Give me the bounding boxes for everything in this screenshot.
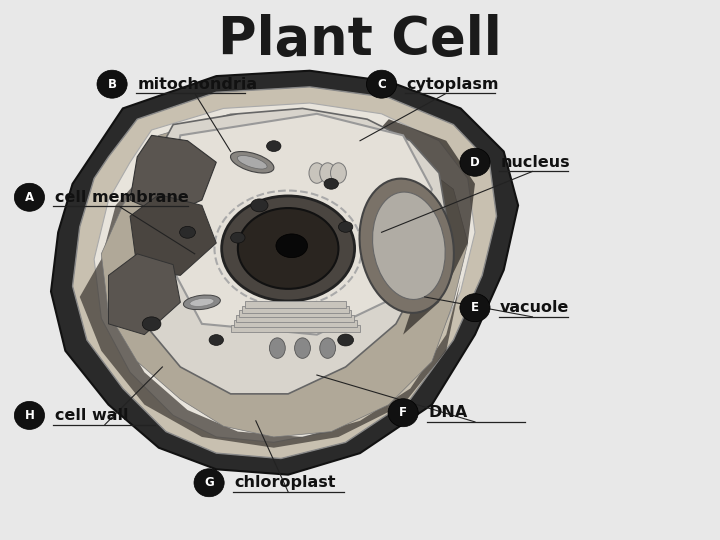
Circle shape xyxy=(179,226,195,238)
Circle shape xyxy=(209,335,223,346)
Ellipse shape xyxy=(460,148,490,176)
Ellipse shape xyxy=(184,295,220,309)
Text: vacuole: vacuole xyxy=(500,300,570,315)
Circle shape xyxy=(338,334,354,346)
Polygon shape xyxy=(245,301,346,308)
Text: cytoplasm: cytoplasm xyxy=(407,77,499,92)
Text: chloroplast: chloroplast xyxy=(234,475,336,490)
Ellipse shape xyxy=(14,401,45,429)
Ellipse shape xyxy=(294,338,310,359)
Ellipse shape xyxy=(460,294,490,322)
Ellipse shape xyxy=(366,70,397,98)
Text: mitochondria: mitochondria xyxy=(138,77,257,92)
Ellipse shape xyxy=(238,156,267,169)
Circle shape xyxy=(266,141,281,152)
Text: cell membrane: cell membrane xyxy=(55,190,189,205)
Ellipse shape xyxy=(14,183,45,211)
Text: E: E xyxy=(471,301,479,314)
Polygon shape xyxy=(51,71,518,475)
Text: C: C xyxy=(377,78,386,91)
Circle shape xyxy=(143,317,161,331)
Text: Plant Cell: Plant Cell xyxy=(218,14,502,66)
Ellipse shape xyxy=(238,208,338,289)
Polygon shape xyxy=(236,315,354,322)
Polygon shape xyxy=(80,173,461,448)
Polygon shape xyxy=(138,109,446,394)
Ellipse shape xyxy=(230,152,274,173)
Polygon shape xyxy=(374,119,475,335)
Text: G: G xyxy=(204,476,214,489)
Polygon shape xyxy=(73,87,497,458)
Polygon shape xyxy=(233,320,357,327)
Ellipse shape xyxy=(222,196,355,301)
Polygon shape xyxy=(130,194,216,275)
Polygon shape xyxy=(239,310,351,318)
Polygon shape xyxy=(109,254,180,335)
Circle shape xyxy=(276,234,307,258)
Ellipse shape xyxy=(330,163,346,183)
Circle shape xyxy=(338,221,353,232)
Text: D: D xyxy=(470,156,480,169)
Ellipse shape xyxy=(359,179,454,313)
Text: nucleus: nucleus xyxy=(500,155,570,170)
Text: DNA: DNA xyxy=(428,405,467,420)
Ellipse shape xyxy=(194,469,224,497)
Polygon shape xyxy=(94,103,475,442)
Polygon shape xyxy=(102,114,468,437)
Text: B: B xyxy=(107,78,117,91)
Ellipse shape xyxy=(269,338,285,359)
Text: F: F xyxy=(399,406,407,419)
Text: cell wall: cell wall xyxy=(55,408,128,423)
Polygon shape xyxy=(159,114,432,335)
Polygon shape xyxy=(230,325,360,332)
Text: A: A xyxy=(25,191,34,204)
Circle shape xyxy=(251,199,268,212)
Ellipse shape xyxy=(320,163,336,183)
Polygon shape xyxy=(130,136,216,216)
Polygon shape xyxy=(242,306,348,313)
Ellipse shape xyxy=(388,399,418,427)
Circle shape xyxy=(324,178,338,189)
Ellipse shape xyxy=(309,163,325,183)
Ellipse shape xyxy=(320,338,336,359)
Ellipse shape xyxy=(372,192,445,300)
Ellipse shape xyxy=(190,298,214,306)
Ellipse shape xyxy=(97,70,127,98)
Text: H: H xyxy=(24,409,35,422)
Circle shape xyxy=(230,232,245,243)
